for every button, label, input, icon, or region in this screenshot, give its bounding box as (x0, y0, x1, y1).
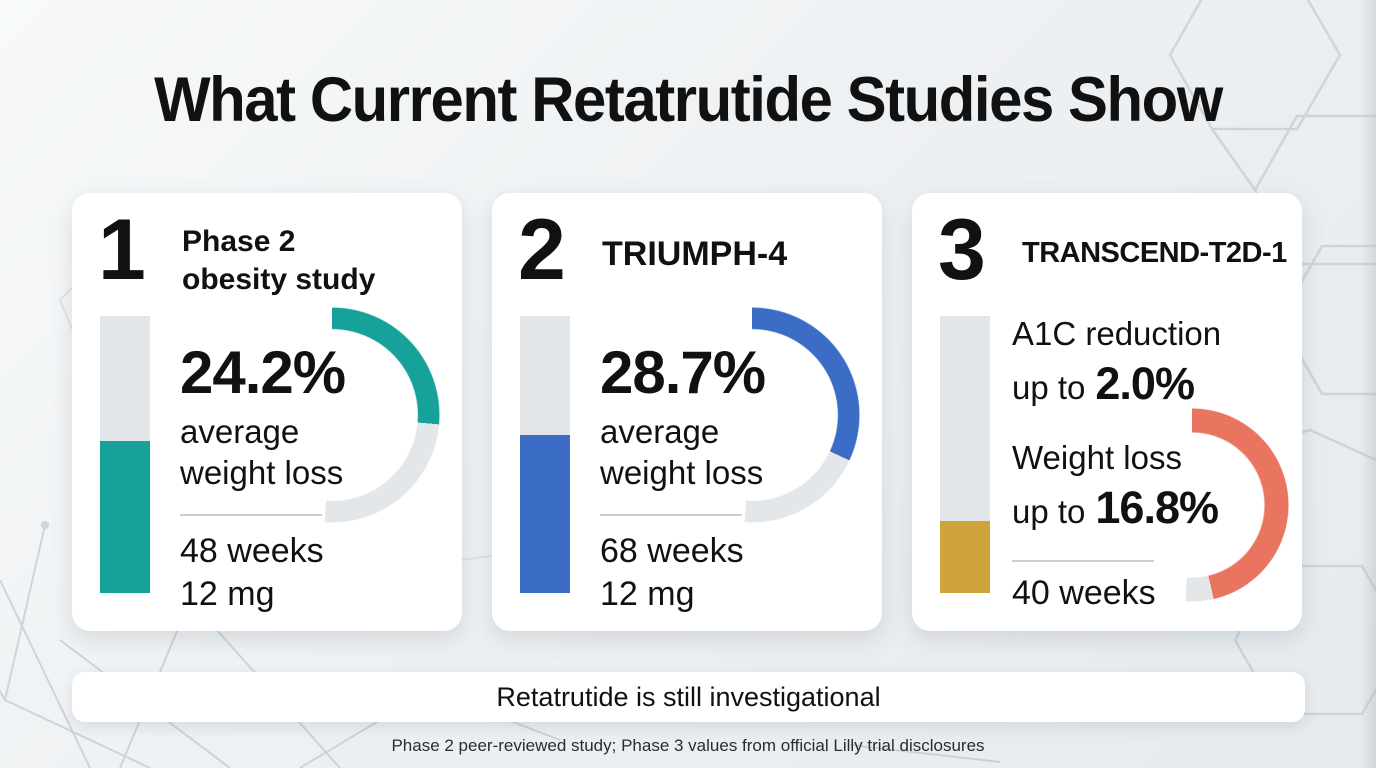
bar-track (940, 316, 990, 593)
card-title-line: TRIUMPH-4 (602, 235, 788, 273)
stat-prefix: up to (1012, 369, 1086, 407)
detail-duration: 48 weeks (180, 531, 324, 570)
headline-label-line: weight loss (600, 453, 764, 491)
study-card-transcend-t2d-1: 3 TRANSCEND-T2D-1 A1C reduction up to 2.0… (912, 193, 1302, 631)
detail-duration: 68 weeks (600, 531, 744, 570)
card-title: TRIUMPH-4 (602, 233, 787, 276)
bar-fill (100, 440, 150, 593)
bar-fill (520, 435, 570, 593)
investigational-banner: Retatrutide is still investigational (72, 672, 1305, 722)
detail-dose: 12 mg (180, 574, 275, 613)
gauge-arc (644, 307, 860, 523)
right-edge-shade (1360, 0, 1376, 768)
detail-duration: 40 weeks (1012, 574, 1156, 612)
bar-track (520, 316, 570, 593)
card-text-column: A1C reduction up to 2.0% Weight loss up t… (1012, 313, 1312, 615)
card-title: Phase 2 obesity study (182, 223, 375, 298)
stat-value: 16.8% (1095, 481, 1219, 533)
card-number: 2 (518, 202, 566, 298)
card-title-line: TRANSCEND-T2D-1 (1022, 237, 1287, 269)
headline-value: 28.7% (600, 339, 766, 406)
card-title: TRANSCEND-T2D-1 (1022, 235, 1287, 271)
stat-value: 2.0% (1095, 358, 1195, 410)
stat-weight-loss: Weight loss up to 16.8% (1012, 437, 1312, 537)
bar-track (100, 316, 150, 593)
card-title-line: Phase 2 (182, 225, 296, 258)
headline-label-line: weight loss (180, 453, 344, 491)
detail-dose: 12 mg (600, 574, 695, 613)
divider-line (600, 513, 742, 516)
card-text-column: 24.2% average weight loss 48 weeks 12 mg (180, 329, 450, 615)
stat-prefix: up to (1012, 492, 1086, 530)
banner-text: Retatrutide is still investigational (496, 681, 881, 712)
divider-line (180, 513, 322, 516)
card-title-line: obesity study (182, 262, 376, 296)
bar-fill (940, 520, 990, 593)
stat-value-line: up to 2.0% (1012, 356, 1312, 412)
stat-value-line: up to 16.8% (1012, 480, 1312, 536)
divider-line (1012, 560, 1154, 562)
card-number: 3 (938, 202, 986, 298)
card-number: 1 (98, 202, 146, 298)
study-card-triumph4: 2 TRIUMPH-4 28.7% average weight loss 68… (492, 193, 882, 631)
page-title: What Current Retatrutide Studies Show (154, 65, 1223, 135)
stat-label: Weight loss (1012, 438, 1182, 476)
study-card-phase2: 1 Phase 2 obesity study 24.2% average we… (72, 193, 462, 631)
footnote: Phase 2 peer-reviewed study; Phase 3 val… (391, 736, 985, 755)
gauge-arc (224, 307, 440, 523)
card-text-column: 28.7% average weight loss 68 weeks 12 mg (600, 329, 870, 615)
stat-a1c: A1C reduction up to 2.0% (1012, 313, 1312, 413)
headline-value: 24.2% (180, 339, 346, 406)
headline-label-line: average (600, 413, 720, 450)
headline-label-line: average (180, 413, 300, 450)
stat-label: A1C reduction (1012, 315, 1222, 352)
